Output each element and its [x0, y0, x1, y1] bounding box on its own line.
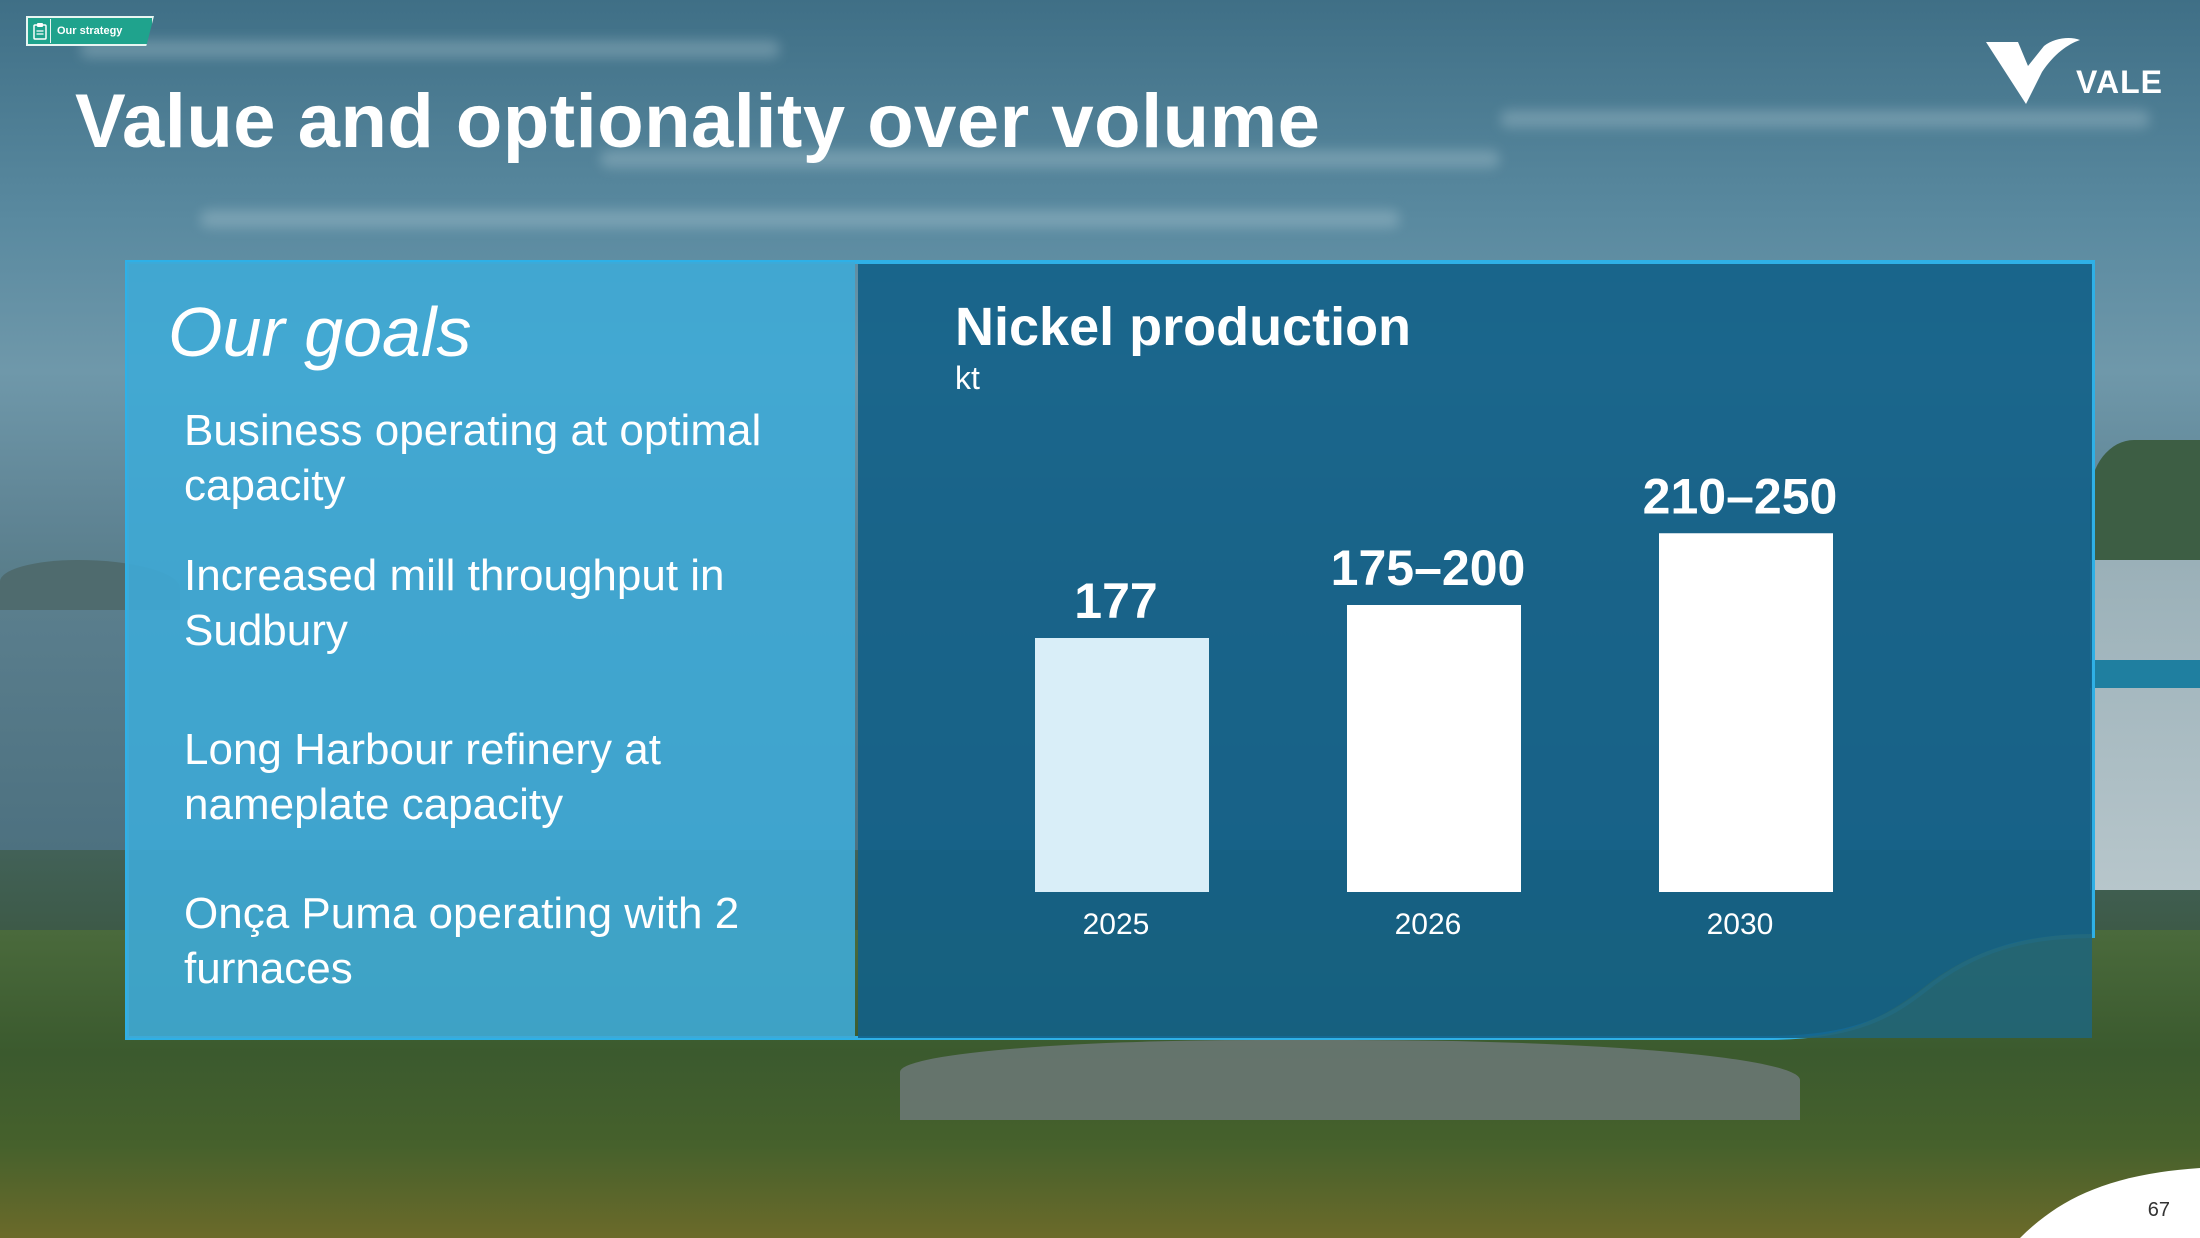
chart-title: Nickel production [955, 297, 1412, 357]
page-corner [2020, 1168, 2200, 1238]
vale-logo-text: VALE [2076, 64, 2163, 100]
page-title: Value and optionality over volume [75, 79, 1321, 164]
vale-logo: VALE [1984, 36, 2174, 108]
vale-logo-mark [1986, 38, 2080, 104]
page-number: 67 [2147, 1199, 2170, 1221]
refinery-building [2090, 560, 2200, 890]
goal-item: Long Harbour refinery at nameplate capac… [184, 725, 661, 829]
goal-item: Business operating at optimal capacity [184, 406, 762, 510]
refinery-stripe [2090, 660, 2200, 688]
yard-background [900, 1040, 1800, 1120]
cloud-streak [80, 40, 780, 58]
cloud-streak [1500, 110, 2150, 128]
chart-panel-curve [1778, 934, 2092, 1038]
goal-item: Increased mill throughput in Sudbury [184, 551, 725, 655]
goal-item: Onça Puma operating with 2 furnaces [184, 889, 740, 993]
clipboard-icon [30, 19, 51, 43]
cloud-streak [200, 210, 1400, 228]
section-tag: Our strategy [26, 16, 154, 46]
cliff-background [2090, 440, 2200, 580]
section-tag-label: Our strategy [57, 25, 123, 37]
cloud-streak [600, 150, 1500, 168]
goals-title: Our goals [168, 293, 472, 371]
chart-unit: kt [955, 360, 980, 396]
goals-panel [127, 262, 855, 1038]
